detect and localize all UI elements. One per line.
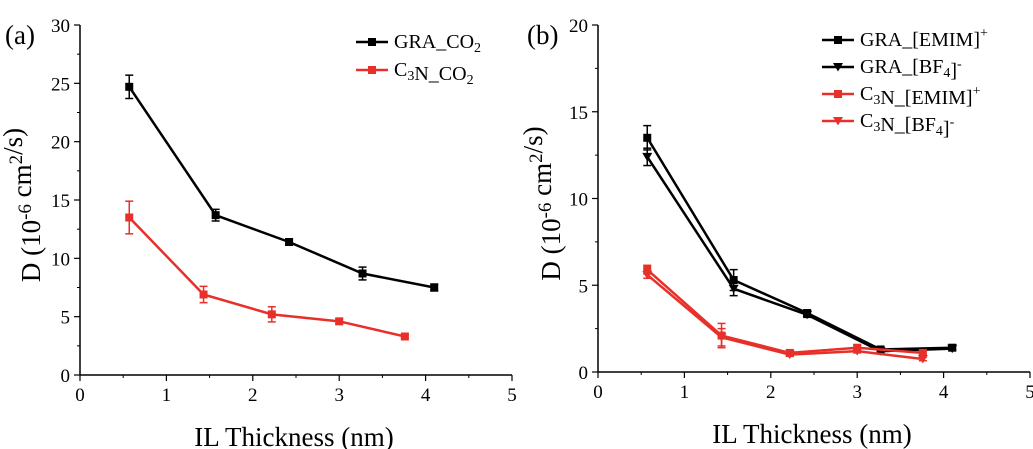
chart-panel-a: 0 1 2 3 4 5 0 5 10 15 20 25 30 IL Thickness (nm) D (10… — [0, 16, 517, 449]
data-point — [852, 347, 863, 356]
data-point — [716, 333, 727, 342]
data-point — [728, 284, 739, 294]
legend-item: C3N_[EMIM]+ — [822, 83, 981, 109]
series-line — [128, 86, 435, 289]
legend-label: C3N_[EMIM]+ — [860, 83, 981, 109]
series-1 — [125, 200, 409, 341]
x-axis-label: IL Thickness (nm) — [712, 419, 911, 449]
y-tick-label: 30 — [51, 16, 70, 37]
y-tick-label: 0 — [61, 366, 71, 387]
series-0 — [125, 74, 439, 292]
y-axis-label: D (10-6 cm2/s) — [0, 128, 46, 282]
y-tick-label: 25 — [51, 74, 70, 95]
data-point — [834, 36, 842, 44]
data-point — [358, 269, 367, 278]
data-point — [833, 117, 843, 126]
y-tick-label: 20 — [569, 16, 588, 37]
y-tick-label: 10 — [51, 249, 70, 270]
data-point — [947, 344, 958, 354]
series-0 — [643, 124, 957, 354]
data-point — [430, 283, 439, 292]
legend-item: GRA_[EMIM]+ — [822, 26, 988, 51]
data-point — [642, 152, 653, 162]
x-tick-label: 5 — [507, 385, 517, 406]
series-3 — [642, 270, 928, 364]
data-point — [643, 265, 652, 274]
data-point — [285, 238, 294, 246]
data-point — [368, 66, 376, 74]
legend-label: GRA_[BF4]- — [860, 56, 962, 82]
legend-item: C3N_[BF4]- — [822, 110, 955, 140]
x-tick-label: 1 — [162, 385, 172, 406]
data-point — [729, 276, 738, 285]
data-point — [125, 82, 134, 91]
x-tick-label: 4 — [421, 385, 431, 406]
chart-panel-b: 0 1 2 3 4 5 0 5 10 15 20 IL Thickness (nm) D (10-6 c… — [518, 16, 1033, 449]
data-point — [267, 310, 276, 319]
series-1 — [642, 147, 958, 356]
series-line — [646, 268, 923, 355]
x-tick-label: 2 — [248, 385, 258, 406]
series-2 — [643, 264, 927, 357]
series-line — [646, 137, 953, 351]
x-tick-label: 3 — [852, 382, 862, 403]
legend-item: GRA_[BF4]- — [822, 56, 962, 82]
legend-label: GRA_CO2 — [394, 31, 481, 56]
y-tick-label: 10 — [569, 190, 588, 211]
legend-label: C3N_[BF4]- — [860, 110, 955, 140]
data-point — [211, 211, 220, 220]
x-tick-label: 4 — [939, 382, 949, 403]
y-tick-label: 5 — [61, 308, 71, 329]
legend-label: GRA_[EMIM]+ — [860, 26, 988, 51]
x-tick-label: 5 — [1025, 382, 1033, 403]
data-point — [917, 354, 928, 364]
x-tick-label: 0 — [593, 382, 603, 403]
data-point — [335, 317, 344, 326]
y-tick-label: 20 — [51, 133, 70, 154]
x-tick-label: 1 — [680, 382, 690, 403]
data-point — [199, 290, 208, 299]
data-point — [368, 38, 376, 46]
y-tick-label: 15 — [51, 191, 70, 212]
x-tick-label: 3 — [334, 385, 344, 406]
y-tick-label: 15 — [569, 103, 588, 124]
data-point — [400, 332, 409, 341]
data-point — [834, 90, 842, 98]
x-axis-label: IL Thickness (nm) — [194, 422, 393, 449]
series-line — [646, 156, 953, 353]
legend: GRA_CO2 C3N_CO2 — [356, 31, 481, 88]
legend: GRA_[EMIM]+ GRA_[BF4]-C3N_[EMIM]+C3N_[BF4… — [822, 26, 988, 140]
y-tick-label: 5 — [579, 276, 589, 297]
data-point — [918, 348, 927, 357]
legend-item: GRA_CO2 — [356, 31, 481, 56]
data-point — [125, 213, 134, 222]
panel-label: (b) — [527, 20, 558, 50]
panel-label: (a) — [5, 20, 35, 50]
data-point — [784, 350, 795, 360]
y-tick-label: 0 — [579, 363, 589, 384]
x-tick-label: 0 — [75, 385, 85, 406]
data-point — [643, 133, 652, 142]
legend-item: C3N_CO2 — [356, 59, 474, 88]
x-tick-label: 2 — [766, 382, 776, 403]
legend-label: C3N_CO2 — [394, 59, 474, 88]
y-axis-label: D (10-6 cm2/s) — [518, 126, 566, 280]
data-point — [642, 270, 653, 280]
data-point — [833, 63, 843, 72]
data-point — [802, 310, 813, 320]
